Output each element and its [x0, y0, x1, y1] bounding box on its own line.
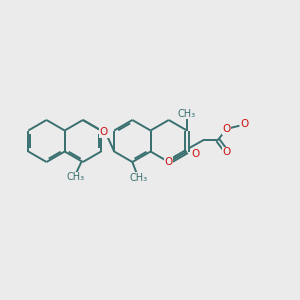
Text: O: O: [223, 124, 231, 134]
Text: O: O: [191, 149, 200, 159]
Text: O: O: [241, 119, 249, 129]
Text: CH₃: CH₃: [66, 172, 84, 182]
Text: O: O: [100, 127, 108, 137]
Text: CH₃: CH₃: [129, 173, 147, 183]
Text: O: O: [165, 157, 173, 167]
Text: O: O: [222, 147, 230, 157]
Text: CH₃: CH₃: [178, 109, 196, 119]
